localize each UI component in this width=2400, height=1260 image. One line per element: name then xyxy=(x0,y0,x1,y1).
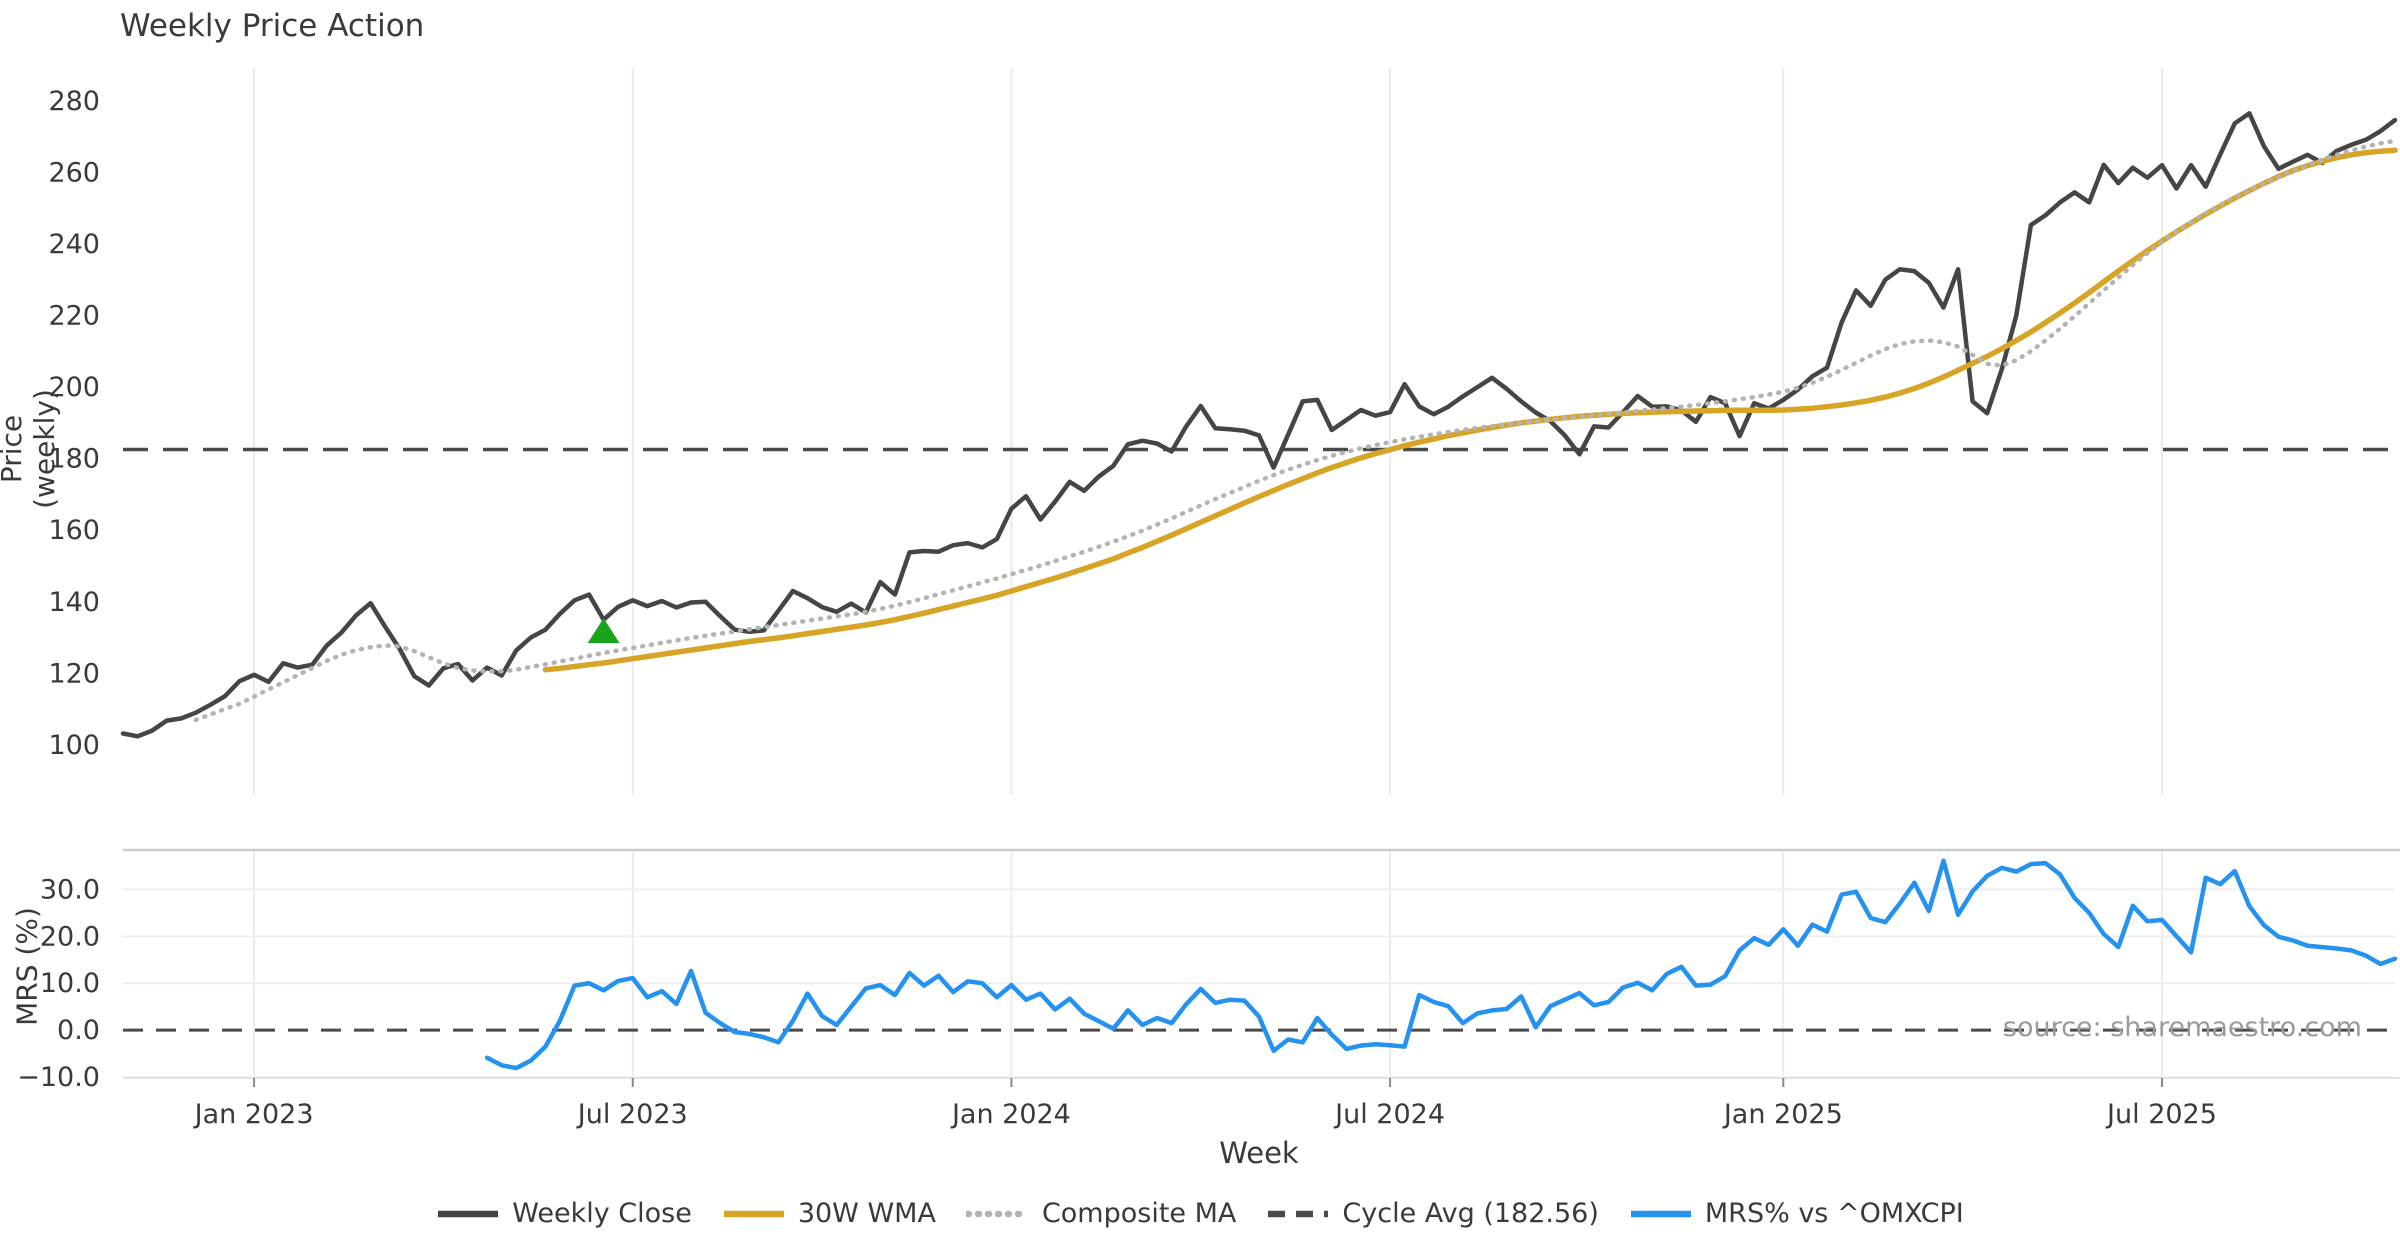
series-composite-ma xyxy=(193,138,2398,723)
legend-label: Weekly Close xyxy=(512,1198,692,1229)
buy-signal-triangle-icon xyxy=(587,618,620,644)
series-weekly-close xyxy=(120,111,2398,739)
legend-item-weekly-close: Weekly Close xyxy=(436,1198,692,1229)
legend-swatch-icon xyxy=(723,1210,784,1217)
x-tick-label: Jul 2025 xyxy=(2105,1099,2217,1130)
mrs-ytick-label: 10.0 xyxy=(40,968,100,999)
price-ytick-label: 220 xyxy=(48,300,100,331)
legend-label: Composite MA xyxy=(1041,1198,1237,1229)
mrs-ytick-label: 0.0 xyxy=(57,1015,100,1046)
legend-swatch-icon xyxy=(965,1210,1030,1217)
legend-label: Cycle Avg (182.56) xyxy=(1342,1198,1599,1229)
legend-swatch-icon xyxy=(1268,1210,1329,1217)
chart-legend: Weekly Close 30W WMA Composite MA Cycle Avg… xyxy=(0,1198,2400,1229)
mrs-ytick-label: 30.0 xyxy=(40,874,100,905)
legend-swatch-icon xyxy=(1630,1210,1691,1217)
x-axis-label: Week xyxy=(1219,1136,1299,1170)
x-tick-label: Jan 2024 xyxy=(950,1099,1071,1130)
x-tick-label: Jul 2024 xyxy=(1333,1099,1445,1130)
legend-item-30w-wma: 30W WMA xyxy=(722,1198,936,1229)
legend-item-mrs-vs-omxcpi: MRS% vs ^OMXCPI xyxy=(1629,1198,1964,1229)
series-30w-wma xyxy=(542,147,2398,673)
legend-item-composite-ma: Composite MA xyxy=(965,1198,1237,1229)
price-ytick-label: 120 xyxy=(48,658,100,689)
price-ytick-label: 100 xyxy=(48,730,100,761)
mrs-ytick-label: −10.0 xyxy=(17,1062,100,1093)
x-tick-label: Jan 2025 xyxy=(1722,1099,1843,1130)
price-ytick-label: 260 xyxy=(48,157,100,188)
price-ytick-label: 280 xyxy=(48,86,100,117)
source-watermark: source: sharemaestro.com xyxy=(2002,1012,2362,1043)
price-ytick-label: 140 xyxy=(48,587,100,618)
legend-swatch-icon xyxy=(438,1210,499,1217)
price-ytick-label: 200 xyxy=(48,372,100,403)
legend-label: MRS% vs ^OMXCPI xyxy=(1704,1198,1964,1229)
legend-item-cycle-avg-182-56-: Cycle Avg (182.56) xyxy=(1266,1198,1599,1229)
legend-label: 30W WMA xyxy=(797,1198,936,1229)
chart-title: Weekly Price Action xyxy=(120,8,425,44)
x-tick-label: Jan 2023 xyxy=(193,1099,314,1130)
price-ytick-label: 160 xyxy=(48,515,100,546)
x-tick-label: Jul 2023 xyxy=(576,1099,688,1130)
price-ytick-label: 180 xyxy=(48,444,100,475)
series-mrs-vs-omxcpi xyxy=(484,858,2398,1071)
price-ytick-label: 240 xyxy=(48,229,100,260)
mrs-ytick-label: 20.0 xyxy=(40,921,100,952)
